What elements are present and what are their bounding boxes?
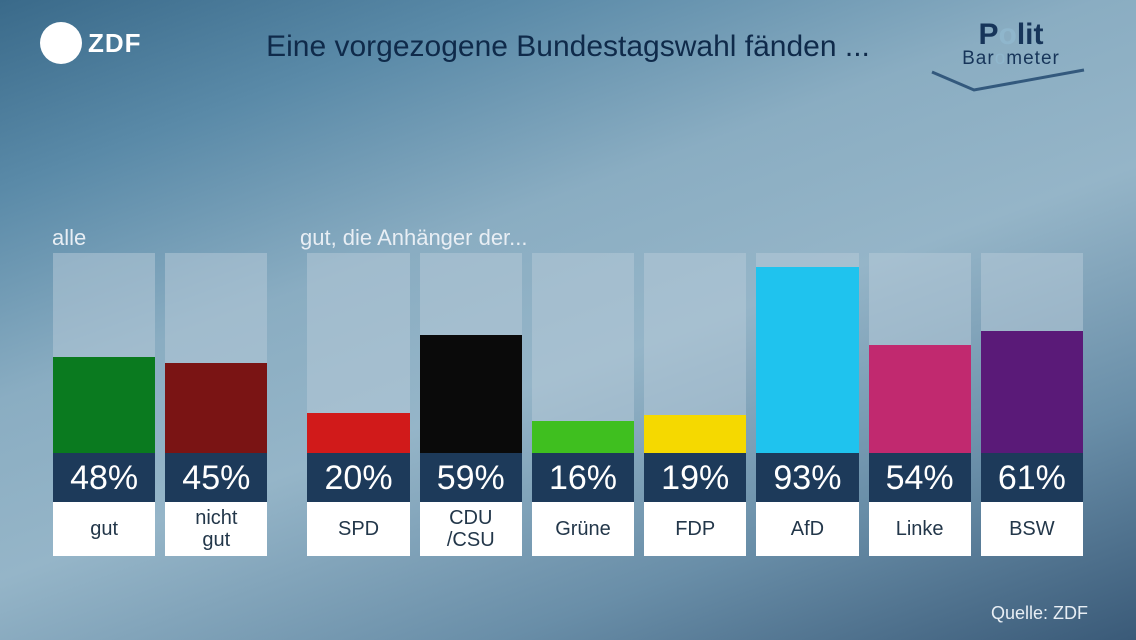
bar-track xyxy=(165,253,267,453)
bar-percent: 20% xyxy=(307,453,409,502)
bar-percent: 59% xyxy=(420,453,522,502)
bar-label: gut xyxy=(53,502,155,556)
polit-check-icon xyxy=(936,68,1086,94)
bar-label: CDU /CSU xyxy=(420,502,522,556)
bar-column: 59%CDU /CSU xyxy=(420,253,522,556)
bar-track xyxy=(644,253,746,453)
bar-label: AfD xyxy=(756,502,858,556)
bar-label: SPD xyxy=(307,502,409,556)
bar-column: 19%FDP xyxy=(644,253,746,556)
bar-fill xyxy=(532,421,634,453)
bar-column: 61%BSW xyxy=(981,253,1083,556)
bar-percent: 61% xyxy=(981,453,1083,502)
bar-percent: 48% xyxy=(53,453,155,502)
bar-column: 16%Grüne xyxy=(532,253,634,556)
bar-fill xyxy=(53,357,155,453)
bar-track xyxy=(981,253,1083,453)
bar-percent: 93% xyxy=(756,453,858,502)
source-label: Quelle: ZDF xyxy=(991,603,1088,624)
bar-fill xyxy=(981,331,1083,453)
bar-percent: 19% xyxy=(644,453,746,502)
bar-column: 54%Linke xyxy=(869,253,971,556)
bar-label: Grüne xyxy=(532,502,634,556)
section-header-alle: alle xyxy=(52,225,86,251)
bar-track xyxy=(420,253,522,453)
bar-track xyxy=(307,253,409,453)
polit-p: P xyxy=(978,18,998,51)
bar-percent: 54% xyxy=(869,453,971,502)
section-header-gut: gut, die Anhänger der... xyxy=(300,225,528,251)
bar-label: Linke xyxy=(869,502,971,556)
polit-lit: lit xyxy=(1017,18,1044,51)
bar-label: BSW xyxy=(981,502,1083,556)
polit-line2: Barometer xyxy=(936,48,1086,70)
polit-o1: o xyxy=(999,18,1017,51)
bar-track xyxy=(532,253,634,453)
bar-percent: 16% xyxy=(532,453,634,502)
bar-track xyxy=(756,253,858,453)
bar-fill xyxy=(644,415,746,453)
bar-track xyxy=(53,253,155,453)
bar-fill xyxy=(756,267,858,453)
polit-meter: meter xyxy=(1006,48,1060,69)
bar-column: 48%gut xyxy=(53,253,155,556)
polit-bar: Bar xyxy=(962,48,995,69)
bar-fill xyxy=(869,345,971,453)
bar-percent: 45% xyxy=(165,453,267,502)
bar-label: nicht gut xyxy=(165,502,267,556)
bar-fill xyxy=(420,335,522,453)
bar-chart: 48%gut45%nicht gut 20%SPD59%CDU /CSU16%Gr… xyxy=(48,256,1088,556)
bar-fill xyxy=(307,413,409,453)
bar-column: 93%AfD xyxy=(756,253,858,556)
bar-label: FDP xyxy=(644,502,746,556)
polit-o2: o xyxy=(995,48,1007,69)
bar-track xyxy=(869,253,971,453)
bar-column: 45%nicht gut xyxy=(165,253,267,556)
politbarometer-logo: Polit Barometer xyxy=(936,20,1086,94)
polit-line1: Polit xyxy=(936,20,1086,50)
bar-fill xyxy=(165,363,267,453)
bar-column: 20%SPD xyxy=(307,253,409,556)
